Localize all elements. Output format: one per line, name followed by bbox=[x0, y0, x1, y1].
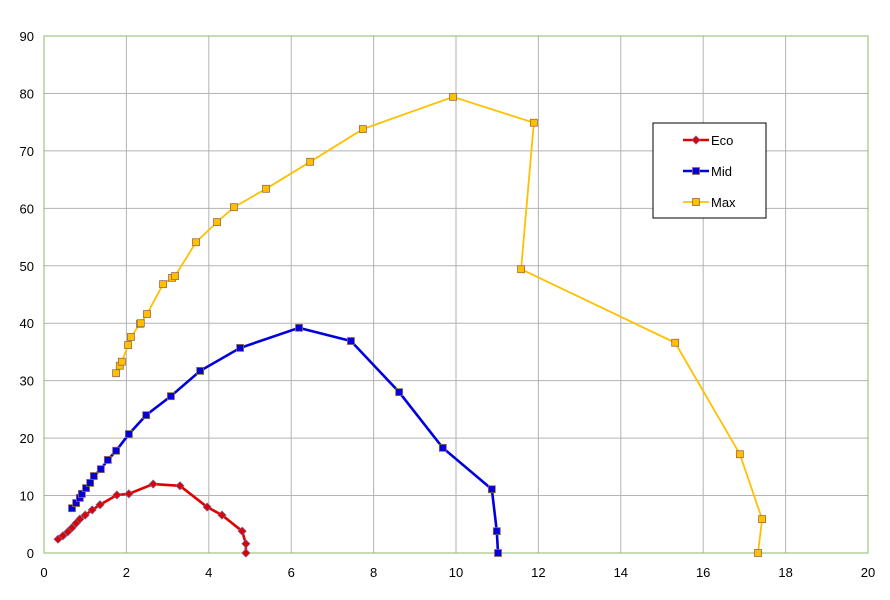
marker bbox=[175, 481, 185, 491]
marker bbox=[241, 539, 251, 549]
y-tick-label: 0 bbox=[27, 546, 34, 561]
marker bbox=[262, 184, 270, 193]
marker bbox=[241, 548, 251, 558]
marker bbox=[758, 515, 767, 524]
marker bbox=[358, 125, 367, 133]
legend-label: Max bbox=[711, 195, 736, 210]
marker bbox=[517, 265, 525, 274]
legend-label: Mid bbox=[711, 164, 732, 179]
legend-box bbox=[652, 122, 767, 219]
marker bbox=[492, 527, 501, 536]
marker bbox=[166, 392, 175, 401]
y-tick-label: 60 bbox=[20, 201, 34, 216]
x-tick-label: 4 bbox=[205, 565, 212, 580]
marker bbox=[117, 357, 126, 366]
x-tick-label: 6 bbox=[288, 565, 295, 580]
y-tick-label: 40 bbox=[20, 316, 34, 331]
marker bbox=[80, 510, 90, 520]
marker bbox=[202, 502, 212, 512]
marker bbox=[86, 479, 95, 487]
marker bbox=[692, 167, 700, 175]
y-tick-label: 80 bbox=[20, 86, 34, 101]
marker bbox=[95, 500, 105, 510]
x-tick-label: 14 bbox=[614, 565, 628, 580]
marker bbox=[529, 118, 538, 127]
y-tick-label: 70 bbox=[20, 144, 34, 159]
marker bbox=[68, 504, 76, 513]
marker bbox=[395, 388, 404, 397]
legend-label: Eco bbox=[711, 133, 733, 148]
y-tick-label: 10 bbox=[20, 489, 34, 504]
marker bbox=[347, 337, 355, 345]
marker bbox=[82, 484, 90, 492]
x-tick-label: 8 bbox=[370, 565, 377, 580]
marker bbox=[691, 135, 701, 145]
marker bbox=[159, 280, 167, 289]
x-tick-label: 18 bbox=[778, 565, 792, 580]
x-tick-label: 20 bbox=[861, 565, 875, 580]
marker bbox=[192, 238, 200, 247]
marker bbox=[78, 489, 86, 498]
marker bbox=[494, 549, 502, 557]
marker bbox=[96, 465, 105, 474]
y-tick-label: 50 bbox=[20, 259, 34, 274]
legend: Eco Mid Max bbox=[652, 122, 767, 219]
x-tick-label: 10 bbox=[449, 565, 463, 580]
marker bbox=[217, 510, 227, 520]
marker bbox=[112, 490, 122, 500]
marker bbox=[124, 489, 134, 499]
marker bbox=[196, 367, 205, 375]
marker bbox=[236, 344, 245, 352]
marker bbox=[89, 472, 98, 480]
marker bbox=[112, 446, 120, 455]
marker bbox=[136, 319, 145, 328]
x-tick-label: 2 bbox=[123, 565, 130, 580]
y-tick-label: 30 bbox=[20, 374, 34, 389]
marker bbox=[143, 310, 151, 318]
marker bbox=[127, 333, 135, 341]
x-tick-label: 0 bbox=[40, 565, 47, 580]
marker bbox=[237, 526, 247, 536]
marker bbox=[754, 549, 762, 557]
marker bbox=[148, 479, 158, 489]
marker bbox=[58, 531, 68, 541]
marker bbox=[306, 157, 315, 166]
marker bbox=[67, 523, 77, 533]
marker bbox=[112, 369, 120, 378]
marker bbox=[124, 430, 133, 438]
marker bbox=[671, 338, 680, 347]
marker bbox=[735, 450, 744, 459]
marker bbox=[487, 485, 496, 494]
marker bbox=[230, 203, 238, 212]
marker bbox=[295, 323, 303, 332]
marker bbox=[171, 272, 179, 281]
marker bbox=[449, 92, 458, 101]
marker bbox=[87, 505, 97, 515]
marker bbox=[142, 411, 151, 420]
plot-border bbox=[43, 35, 869, 554]
marker bbox=[103, 456, 112, 464]
marker bbox=[438, 443, 447, 452]
marker bbox=[692, 198, 700, 206]
x-tick-label: 16 bbox=[696, 565, 710, 580]
series-line bbox=[70, 326, 500, 554]
y-tick-label: 90 bbox=[20, 29, 34, 44]
marker bbox=[124, 341, 132, 349]
y-tick-label: 20 bbox=[20, 431, 34, 446]
marker bbox=[75, 514, 85, 524]
marker bbox=[213, 218, 221, 227]
x-tick-label: 12 bbox=[531, 565, 545, 580]
